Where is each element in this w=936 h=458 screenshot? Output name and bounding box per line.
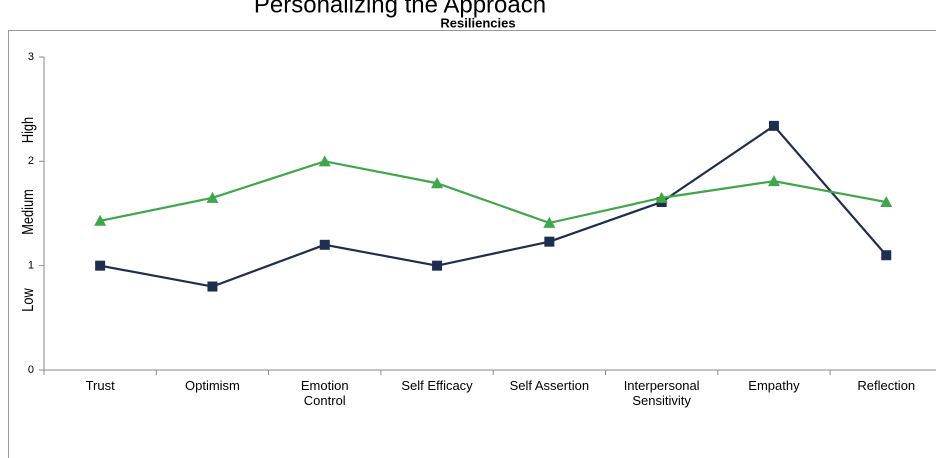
point — [544, 236, 555, 247]
point — [207, 281, 218, 292]
y-tick-label: 0 — [28, 364, 34, 376]
point — [94, 214, 107, 226]
point — [881, 250, 892, 261]
x-tick-label: Reflection — [857, 378, 916, 393]
y-band-label: Low — [20, 288, 38, 312]
x-tick-label: Trust — [85, 378, 115, 393]
x-tick-label: Self Assertion — [509, 378, 590, 393]
y-band-label: Medium — [20, 189, 38, 234]
y-tick-label: 2 — [28, 155, 34, 167]
point — [767, 175, 780, 187]
page-title: Personalizing the Approach — [254, 0, 546, 18]
x-tick-label: Optimism — [184, 378, 240, 393]
x-tick-label: Self Efficacy — [401, 378, 473, 393]
y-tick-label: 3 — [28, 51, 34, 63]
point — [655, 191, 668, 203]
point — [95, 260, 106, 271]
point — [543, 216, 556, 228]
y-band-label: High — [20, 117, 38, 143]
series-line — [99, 124, 888, 288]
point — [432, 260, 443, 271]
chart-frame — [8, 30, 936, 458]
x-tick-label: Emotion Control — [300, 378, 349, 408]
x-tick-label: Empathy — [748, 378, 800, 393]
point — [768, 120, 779, 131]
point — [318, 155, 331, 167]
point — [319, 239, 330, 250]
point — [880, 196, 893, 208]
series-line — [99, 160, 887, 225]
point — [431, 177, 444, 189]
point — [206, 191, 219, 203]
x-tick-label: Interpersonal Sensitivity — [623, 378, 700, 408]
chart-title: Resiliencies — [440, 15, 515, 30]
y-tick-label: 1 — [28, 260, 34, 272]
